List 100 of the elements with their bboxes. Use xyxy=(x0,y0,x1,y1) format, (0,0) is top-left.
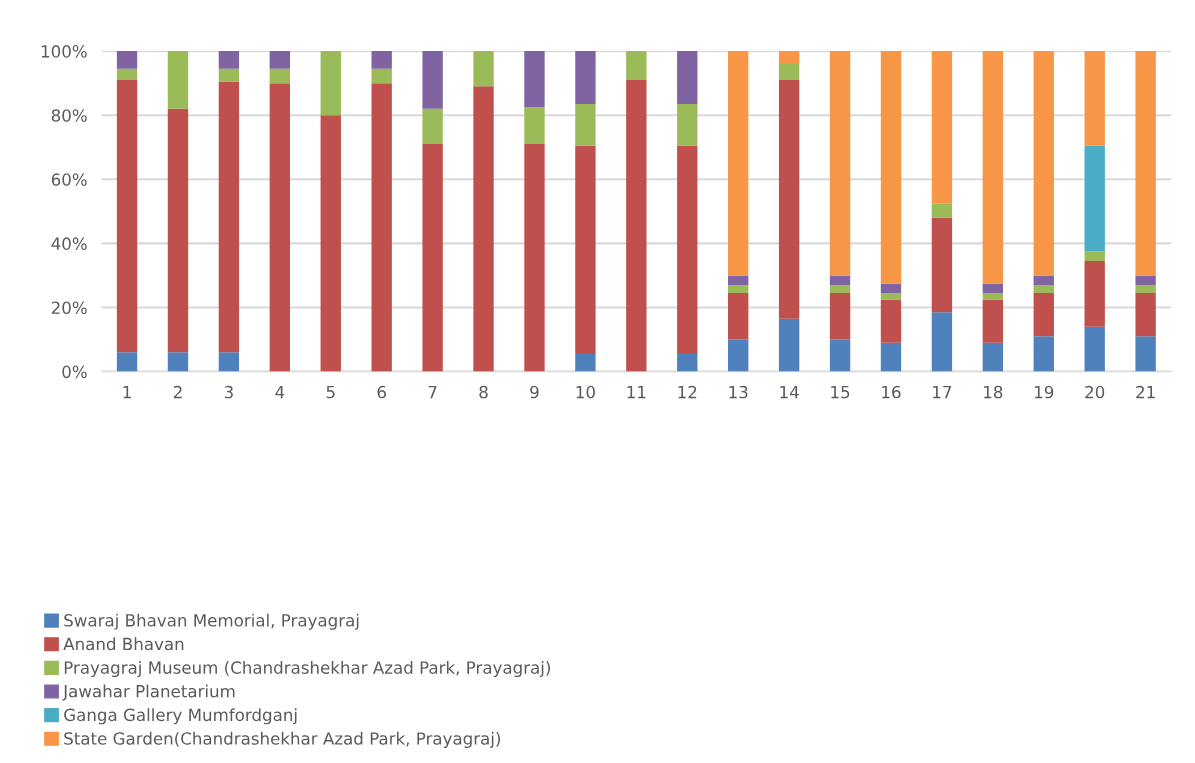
x-tick-label: 13 xyxy=(729,385,748,399)
x-tick-label: 2 xyxy=(173,385,182,399)
bar xyxy=(575,104,596,146)
bar xyxy=(931,203,953,218)
bar xyxy=(778,51,800,64)
legend-label: Jawahar Planetarium xyxy=(62,684,235,701)
bar xyxy=(116,51,138,69)
bar xyxy=(778,318,800,372)
legend-label: State Garden(Chandrashekhar Azad Park, Prayagraj) xyxy=(64,731,501,748)
bar xyxy=(1033,275,1054,286)
bar xyxy=(982,299,1004,343)
bar xyxy=(626,51,647,80)
bar xyxy=(116,68,138,80)
x-tick-label: 5 xyxy=(326,385,335,399)
bar xyxy=(880,283,902,294)
bar xyxy=(880,342,902,372)
bar xyxy=(269,83,291,372)
bar xyxy=(931,312,953,372)
bar xyxy=(880,293,902,300)
bar xyxy=(931,217,953,313)
x-tick-label: 18 xyxy=(984,385,1003,399)
bar xyxy=(880,299,902,343)
bar xyxy=(677,104,698,146)
bar xyxy=(728,285,749,294)
legend-label: Prayagraj Museum (Chandrashekhar Azad Park, Prayagraj) xyxy=(64,660,550,678)
bar xyxy=(524,51,545,108)
bar xyxy=(371,83,392,372)
y-tick-label: 0% xyxy=(62,365,87,379)
bar xyxy=(1084,251,1105,262)
legend-label: Swaraj Bhavan Memorial, Prayagraj xyxy=(64,613,359,630)
bar xyxy=(982,342,1004,372)
bar xyxy=(1084,145,1105,252)
bar xyxy=(677,145,698,354)
bar xyxy=(829,293,851,340)
bar xyxy=(880,51,902,284)
bar xyxy=(778,79,800,319)
bar xyxy=(982,293,1004,300)
bar xyxy=(422,51,443,109)
bar xyxy=(575,353,596,372)
bar xyxy=(524,144,545,372)
bar xyxy=(626,79,647,372)
bar xyxy=(982,51,1004,284)
y-tick-label: 60% xyxy=(51,173,87,186)
bar xyxy=(829,275,851,286)
bar xyxy=(1033,285,1054,294)
bar xyxy=(524,107,545,145)
bar xyxy=(218,352,240,372)
bar xyxy=(829,339,851,372)
y-tick-label: 80% xyxy=(51,109,87,122)
bar xyxy=(1084,326,1105,372)
y-tick-label: 40% xyxy=(51,237,87,250)
y-tick-label: 100% xyxy=(41,45,87,58)
bar xyxy=(829,51,851,276)
bar xyxy=(931,51,953,204)
bar xyxy=(1033,51,1054,276)
bar xyxy=(473,51,494,87)
x-tick-label: 21 xyxy=(1136,385,1155,399)
bar xyxy=(1135,336,1156,372)
bar xyxy=(1135,293,1156,337)
x-tick-label: 6 xyxy=(377,385,386,399)
bar xyxy=(728,275,749,286)
bar xyxy=(167,108,189,353)
x-tick-label: 20 xyxy=(1085,385,1105,399)
bar xyxy=(778,63,800,80)
bar xyxy=(167,352,189,372)
y-tick-label: 20% xyxy=(51,301,87,315)
x-tick-label: 3 xyxy=(224,385,233,399)
x-tick-label: 8 xyxy=(479,385,488,399)
bar xyxy=(1084,261,1105,327)
x-tick-label: 10 xyxy=(576,385,595,399)
bar xyxy=(1033,336,1054,372)
legend-label: Ganga Gallery Mumfordganj xyxy=(64,708,297,725)
bar xyxy=(1135,51,1156,276)
bar xyxy=(728,293,749,340)
bar xyxy=(320,115,341,372)
bar xyxy=(320,51,341,116)
bar xyxy=(473,86,494,372)
x-tick-label: 15 xyxy=(831,385,850,399)
bar xyxy=(218,81,240,353)
x-tick-label: 9 xyxy=(530,385,539,399)
bar xyxy=(1135,275,1156,286)
x-tick-label: 16 xyxy=(882,385,901,399)
bar xyxy=(575,145,596,354)
bar xyxy=(218,68,240,82)
bar xyxy=(422,108,443,145)
x-tick-label: 17 xyxy=(933,385,952,399)
bar xyxy=(269,68,291,84)
bar xyxy=(1033,293,1054,337)
bar xyxy=(116,352,138,372)
x-tick-label: 14 xyxy=(780,385,799,399)
bar xyxy=(167,51,189,109)
bar xyxy=(677,353,698,372)
legend-label: Anand Bhavan xyxy=(63,637,184,651)
x-tick-label: 1 xyxy=(123,385,131,399)
bar xyxy=(422,144,443,372)
bar xyxy=(728,51,749,276)
x-tick-label: 7 xyxy=(428,385,437,399)
bar xyxy=(218,51,240,69)
x-tick-label: 19 xyxy=(1035,385,1054,399)
bar xyxy=(1135,285,1156,294)
